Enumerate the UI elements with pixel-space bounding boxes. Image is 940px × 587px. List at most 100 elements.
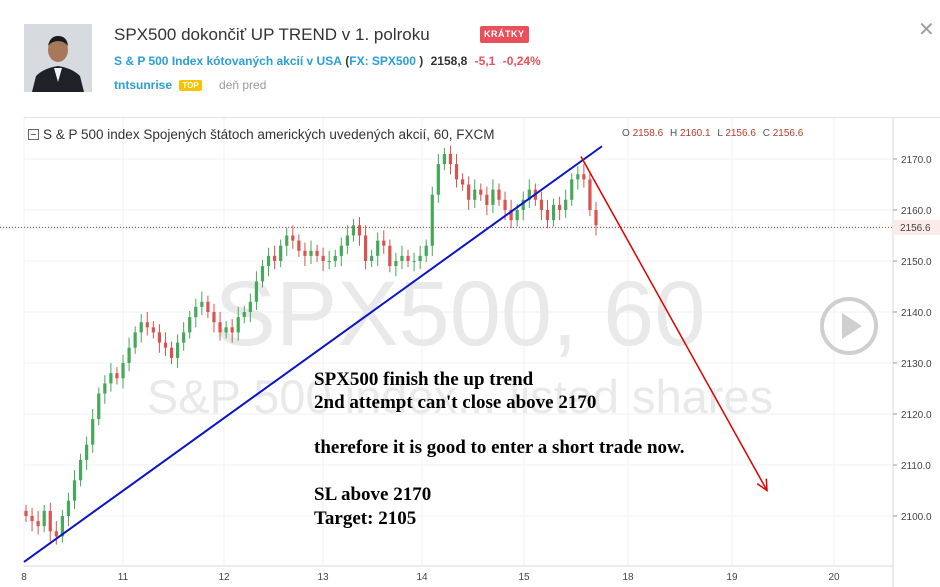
paren-close: ) [419,54,424,68]
annotation-line-3: therefore it is good to enter a short tr… [314,437,684,458]
watermark-symbol: SPX500, 60 [214,263,705,365]
open-label: O [622,128,630,139]
candle [327,250,331,270]
candle [382,230,386,254]
symbol-description-link[interactable]: S & P 500 Index kótovaných akcií v USA [114,54,342,68]
candle [236,306,240,341]
short-arrow[interactable] [580,156,768,493]
candle [163,332,168,356]
candle [558,196,562,221]
candle [30,507,34,532]
candle [48,502,52,542]
candle [509,199,513,229]
x-tick-label: 15 [518,572,530,583]
candle [582,164,586,188]
candle [339,237,343,267]
watermark-description: S&P 500 index... listed shares [147,370,773,423]
open-value: 2158.6 [632,128,664,139]
candle [169,341,174,365]
candle [200,291,204,316]
candle [418,245,422,270]
candle [157,324,162,353]
time-axis: 8 11 12 13 14 15 18 19 20 [21,565,893,583]
candle [206,295,210,319]
candle [594,201,598,236]
close-icon[interactable]: ✕ [918,19,935,41]
candle [370,249,374,268]
candle [188,310,192,339]
y-tick-label: 2150.0 [901,257,932,268]
candle [442,147,447,171]
candle [66,492,71,527]
x-tick-label: 12 [218,572,230,583]
candle [497,183,501,206]
high-label: H [669,128,678,139]
collapse-square-icon[interactable] [28,129,39,140]
arrow-shaft [580,156,768,491]
play-button[interactable] [820,297,878,355]
candle [85,436,89,471]
candle [527,179,531,208]
y-tick-label: 2160.0 [901,206,932,217]
candle [242,305,246,324]
candle [551,198,556,227]
arrow-head-icon [756,478,768,493]
candle [491,179,495,214]
candle [388,239,392,273]
annotation-line-4: SL above 2170 [314,484,431,505]
x-tick-label: 11 [118,572,129,583]
low-value: 2156.6 [725,128,756,139]
candle [588,173,592,217]
author-link[interactable]: tntsunrise [114,78,173,92]
candle [78,453,83,487]
candle [175,334,180,369]
price-axis: 2100.0 2110.0 2120.0 2130.0 2140.0 2150.0 2160… [892,118,932,587]
candle [303,242,307,267]
candle [212,303,216,333]
candle [521,191,525,221]
candle [315,244,319,263]
chart-area[interactable] [24,117,940,587]
candle [576,166,580,190]
candle [72,470,77,509]
candle [321,247,325,272]
candle [266,247,271,277]
legend-title: S & P 500 index Spojených štátoch americ… [43,127,495,142]
candle [351,219,356,242]
y-tick-label: 2140.0 [901,308,932,319]
candle [151,321,155,339]
trendline[interactable] [23,145,603,563]
x-tick-label: 8 [21,572,27,583]
close-label: C [762,128,770,139]
candle [24,504,28,523]
candle [285,227,289,256]
candle [345,225,349,254]
annotation-line-5: Target: 2105 [314,508,416,529]
watermark: SPX500, 60 S&P 500 index... listed share… [147,263,773,423]
candle [363,225,368,270]
candle [115,367,119,385]
candle [564,189,568,219]
candle [479,183,483,201]
candle [218,312,222,341]
candle [394,252,398,277]
candle [473,179,477,208]
candle [109,363,113,392]
candle [194,298,198,328]
top-author-badge: TOP [179,80,202,91]
annotation-line-2: 2nd attempt can't close above 2170 [314,392,596,413]
author-line: tntsunrise TOP deň pred [114,78,266,92]
low-label: L [717,128,723,139]
annotation-line-1: SPX500 finish the up trend [314,369,534,390]
candle [400,245,404,270]
author-avatar[interactable] [24,24,92,92]
symbol-ticker-link[interactable]: FX: SPX500 [349,54,416,68]
paren-open: ( [345,54,350,68]
candle [545,199,550,229]
candle [448,145,453,175]
candle [430,186,434,256]
y-tick-label: 2130.0 [901,359,932,370]
candle [436,153,440,203]
candle [467,176,471,210]
